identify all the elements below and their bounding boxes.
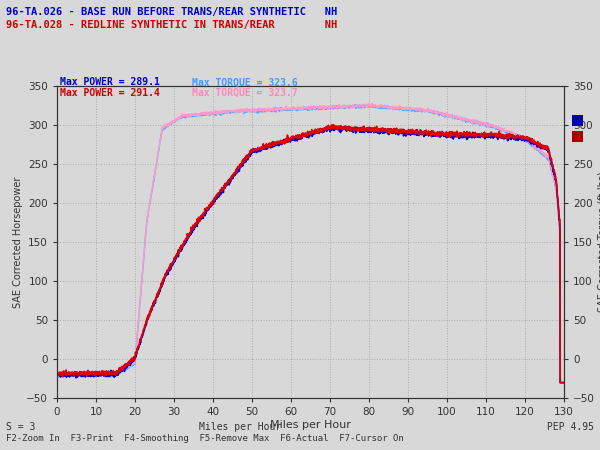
Text: F2-Zoom In  F3-Print  F4-Smoothing  F5-Remove Max  F6-Actual  F7-Cursor On: F2-Zoom In F3-Print F4-Smoothing F5-Remo… [6, 434, 404, 443]
Text: Max TORQUE = 323.6: Max TORQUE = 323.6 [192, 77, 298, 87]
X-axis label: Miles per Hour: Miles per Hour [270, 420, 351, 430]
Text: 96-TA.028 - REDLINE SYNTHETIC IN TRANS/REAR        NH: 96-TA.028 - REDLINE SYNTHETIC IN TRANS/R… [6, 20, 337, 30]
Y-axis label: SAE Corrected Torque (ft-lbs): SAE Corrected Torque (ft-lbs) [598, 171, 600, 312]
Text: S = 3: S = 3 [6, 422, 35, 432]
Y-axis label: SAE Corrected Horsepower: SAE Corrected Horsepower [13, 176, 23, 307]
Text: Max TORQUE = 323.7: Max TORQUE = 323.7 [192, 88, 298, 98]
Text: 96-TA.026 - BASE RUN BEFORE TRANS/REAR SYNTHETIC   NH: 96-TA.026 - BASE RUN BEFORE TRANS/REAR S… [6, 7, 337, 17]
Text: Max POWER = 289.1: Max POWER = 289.1 [60, 77, 172, 87]
Text: Max POWER = 291.4: Max POWER = 291.4 [60, 88, 172, 98]
Text: PEP 4.95: PEP 4.95 [547, 422, 594, 432]
Text: Miles per Hour: Miles per Hour [199, 422, 281, 432]
